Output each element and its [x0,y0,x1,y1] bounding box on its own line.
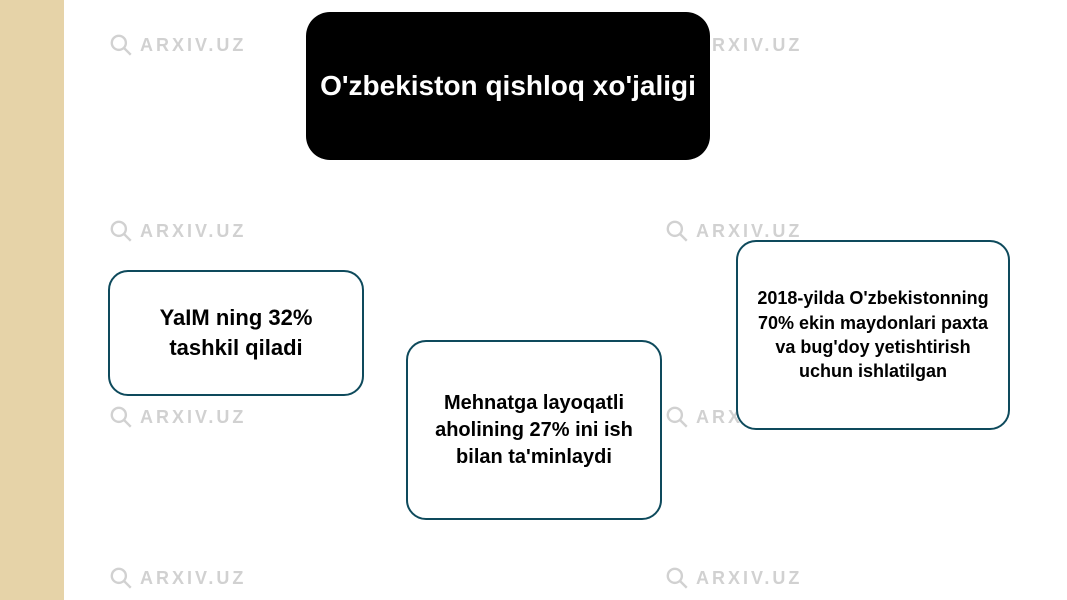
box-yaim-text: YaIM ning 32% tashkil qiladi [122,303,350,362]
title-text: O'zbekiston qishloq xo'jaligi [320,70,696,102]
box-mehnat: Mehnatga layoqatli aholining 27% ini ish… [406,340,662,520]
box-yaim: YaIM ning 32% tashkil qiladi [108,270,364,396]
watermark: ARXIV.UZ [108,404,246,430]
title-box: O'zbekiston qishloq xo'jaligi [306,12,710,160]
box-2018: 2018-yilda O'zbekistonning 70% ekin mayd… [736,240,1010,430]
content-area: ARXIV.UZ ARXIV.UZ ARXIV.UZ ARXIV.UZ ARXI… [64,0,1067,600]
watermark-text: ARXIV.UZ [696,568,802,589]
box-2018-text: 2018-yilda O'zbekistonning 70% ekin mayd… [750,286,996,383]
box-mehnat-text: Mehnatga layoqatli aholining 27% ini ish… [420,390,648,471]
watermark: ARXIV.UZ [664,565,802,591]
watermark: ARXIV.UZ [108,218,246,244]
watermark-text: ARXIV.UZ [140,35,246,56]
watermark-text: ARXIV.UZ [140,568,246,589]
watermark-text: ARXIV.UZ [140,221,246,242]
watermark-text: ARXIV.UZ [140,407,246,428]
watermark-text: ARXIV.UZ [696,35,802,56]
sidebar-accent [0,0,64,600]
watermark-text: ARXIV.UZ [696,221,802,242]
watermark: ARXIV.UZ [108,32,246,58]
watermark: ARXIV.UZ [108,565,246,591]
